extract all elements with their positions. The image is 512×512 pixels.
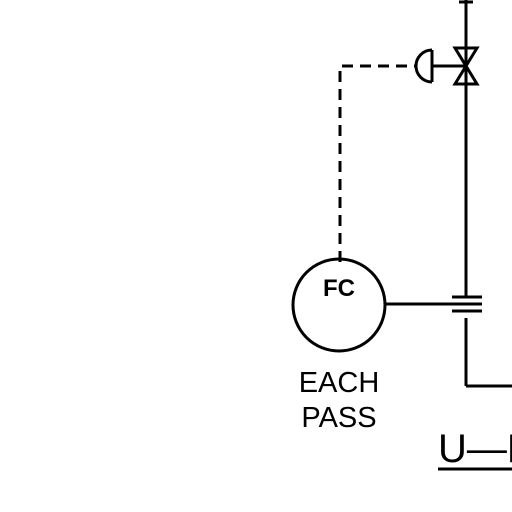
flow-controller-bubble — [291, 257, 387, 353]
cut-off-label: U—P — [438, 427, 512, 471]
note-line-1: EACH — [299, 367, 380, 399]
note-line-2: PASS — [301, 402, 376, 434]
signal-line-dashed — [338, 64, 416, 262]
diaphragm-actuator-icon — [414, 48, 434, 84]
instrument-tag: FC — [323, 275, 355, 302]
control-valve-icon — [452, 46, 480, 86]
orifice-plate-icon — [452, 295, 482, 313]
